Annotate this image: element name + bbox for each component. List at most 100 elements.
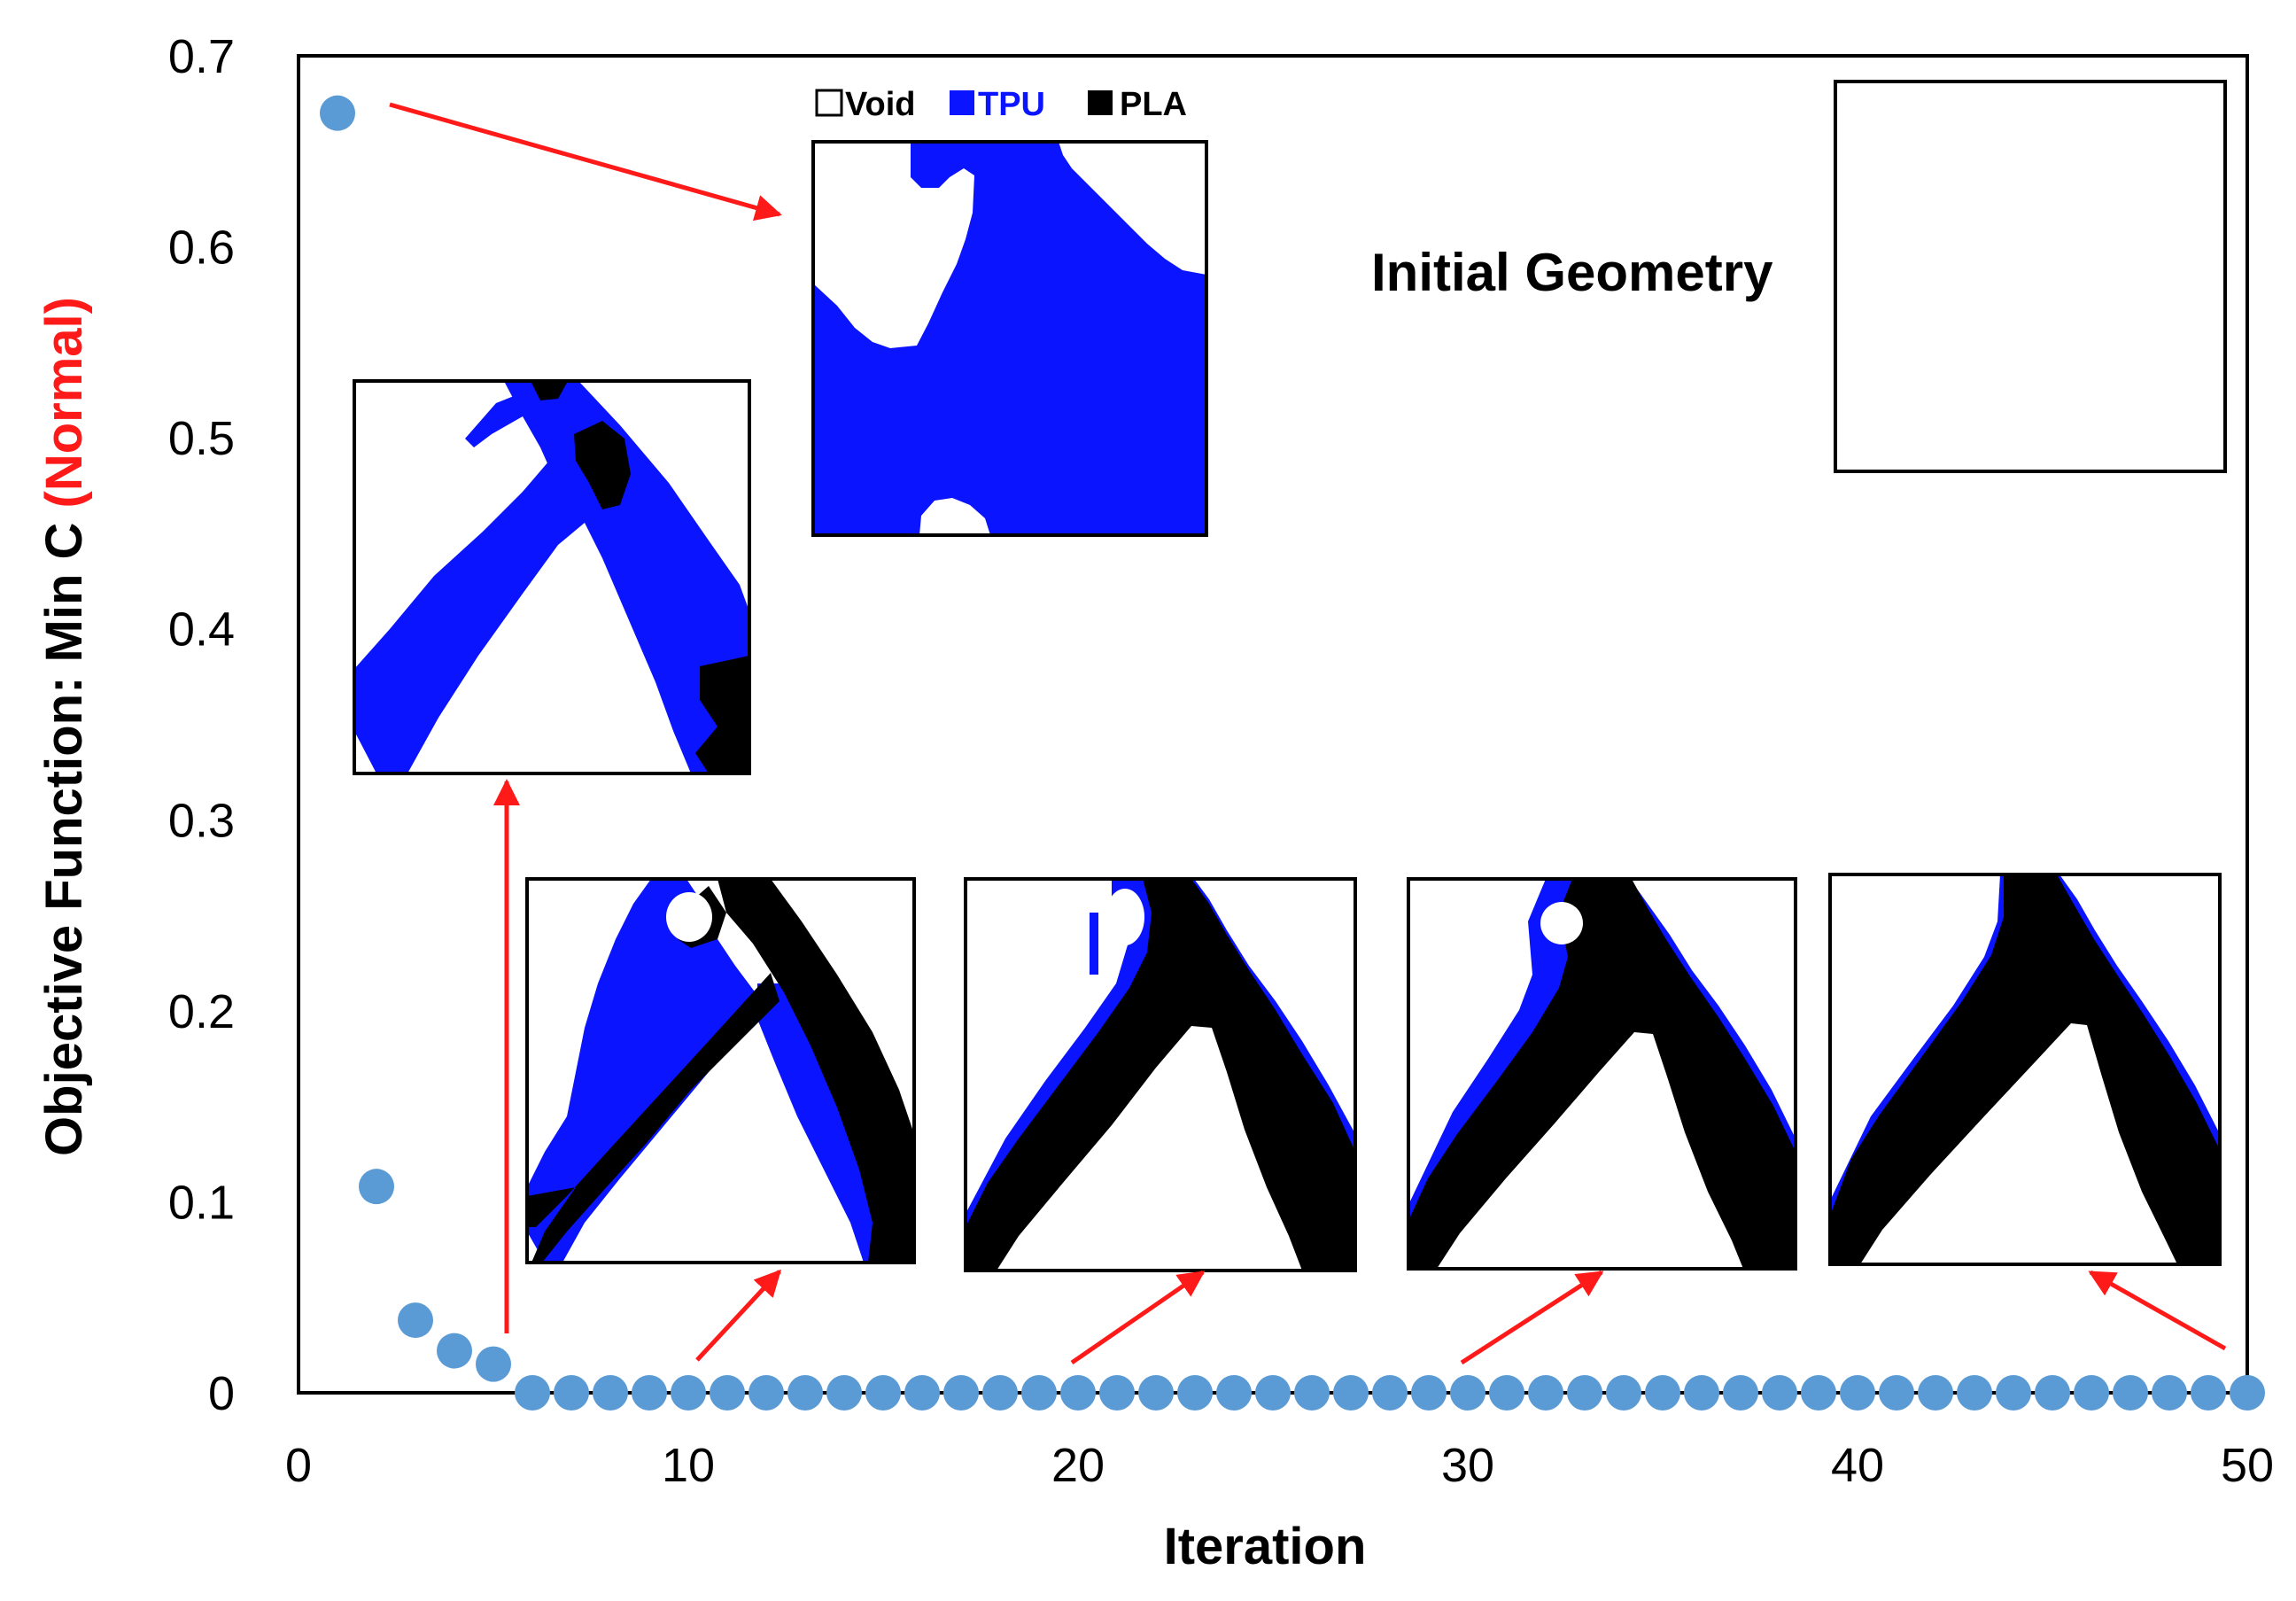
tpu-sliver	[1090, 913, 1098, 975]
data-point	[1801, 1375, 1836, 1411]
legend-void-label: Void	[845, 86, 916, 123]
data-point	[671, 1375, 706, 1411]
legend-void-swatch	[815, 89, 843, 117]
data-point	[710, 1375, 745, 1411]
legend-pla-swatch	[1088, 90, 1113, 115]
pla-top-patch	[574, 421, 631, 509]
tpu-sprig	[465, 394, 523, 447]
pla-structure	[1408, 879, 1796, 1269]
data-point	[2191, 1375, 2226, 1411]
data-point	[1996, 1375, 2031, 1411]
y-tick-label: 0.3	[168, 794, 235, 847]
data-point	[2230, 1375, 2265, 1411]
void-hole	[1105, 889, 1144, 945]
topology-inset-iter5	[353, 379, 751, 775]
data-point	[1918, 1375, 1953, 1411]
void-hole	[1540, 902, 1583, 944]
data-point	[2152, 1375, 2187, 1411]
data-point	[1333, 1375, 1369, 1411]
tpu-region	[527, 879, 762, 1263]
void-hole	[666, 892, 712, 942]
initial-geometry-box	[1834, 80, 2227, 473]
legend-tpu-label: TPU	[978, 86, 1045, 123]
y-tick-label: 0.2	[168, 985, 235, 1038]
data-point	[398, 1302, 433, 1339]
data-point	[1216, 1375, 1252, 1411]
topology-inset-iter50	[1828, 873, 2222, 1266]
data-point	[320, 95, 355, 131]
y-axis-title: Objective Function: Min C (Normal)	[35, 297, 93, 1156]
data-point	[1762, 1375, 1797, 1411]
data-point	[2074, 1375, 2109, 1411]
data-point	[1840, 1375, 1875, 1411]
tpu-right-leg	[505, 383, 749, 773]
data-point	[787, 1375, 823, 1411]
data-point	[943, 1375, 979, 1411]
topology-inset-iter33	[1407, 877, 1797, 1271]
data-point	[1606, 1375, 1641, 1411]
topology-inset-iter22	[964, 877, 1357, 1272]
topology-inset-iter12	[525, 877, 916, 1264]
data-point	[1372, 1375, 1408, 1411]
y-tick-label: 0.5	[168, 412, 235, 465]
y-axis-ticks: 0 0.1 0.2 0.3 0.4 0.5 0.6 0.7	[168, 30, 235, 1420]
data-point	[359, 1169, 394, 1205]
arrow-iter50	[2088, 1270, 2227, 1351]
data-points	[320, 95, 2265, 1411]
arrow-iter33	[1460, 1270, 1604, 1365]
x-axis-ticks: 0 10 20 30 40 50	[285, 1439, 2274, 1492]
data-point	[1411, 1375, 1447, 1411]
pla-structure	[1830, 874, 2220, 1264]
pla-top-dot	[531, 383, 567, 400]
pla-left-leg	[527, 973, 780, 1263]
data-point	[515, 1375, 550, 1411]
data-point	[1450, 1375, 1485, 1411]
data-point	[1099, 1375, 1135, 1411]
arrow-iter1	[389, 102, 782, 221]
pla-structure	[966, 879, 1355, 1271]
data-point	[593, 1375, 628, 1411]
data-point	[2113, 1375, 2148, 1411]
tpu-region	[813, 142, 1206, 535]
pla-right-patch	[695, 656, 749, 773]
data-point	[1879, 1375, 1914, 1411]
data-point	[2035, 1375, 2070, 1411]
data-point	[865, 1375, 901, 1411]
data-point	[826, 1375, 862, 1411]
pla-right-leg	[718, 879, 914, 1263]
x-tick-label: 0	[285, 1439, 312, 1492]
data-point	[982, 1375, 1018, 1411]
y-axis-title-main: Objective Function: Min C	[35, 509, 93, 1156]
data-point	[1645, 1375, 1680, 1411]
tpu-left-leg	[354, 461, 585, 773]
data-point	[1177, 1375, 1213, 1411]
y-tick-label: 0.1	[168, 1176, 235, 1229]
y-tick-label: 0	[208, 1367, 235, 1420]
arrow-iter12	[695, 1269, 782, 1362]
arrow-iter22	[1070, 1270, 1206, 1365]
data-point	[1489, 1375, 1524, 1411]
x-axis-title: Iteration	[1164, 1518, 1367, 1575]
data-point	[1294, 1375, 1330, 1411]
legend-pla-label: PLA	[1120, 86, 1187, 123]
data-point	[904, 1375, 940, 1411]
y-tick-label: 0.4	[168, 603, 235, 657]
topology-inset-iter1	[811, 140, 1208, 537]
data-point	[632, 1375, 667, 1411]
y-axis-title-accent: (Normal)	[35, 297, 93, 508]
data-point	[476, 1346, 511, 1382]
data-point	[437, 1333, 472, 1369]
x-tick-label: 40	[1831, 1439, 1884, 1492]
data-point	[1957, 1375, 1992, 1411]
annotation-arrows	[389, 102, 2227, 1365]
x-tick-label: 20	[1051, 1439, 1105, 1492]
x-tick-label: 50	[2221, 1439, 2274, 1492]
data-point	[1255, 1375, 1291, 1411]
data-point	[554, 1375, 589, 1411]
data-point	[1723, 1375, 1758, 1411]
data-point	[1684, 1375, 1719, 1411]
legend: Void TPU PLA	[815, 86, 1187, 123]
data-point	[1567, 1375, 1602, 1411]
data-point	[749, 1375, 784, 1411]
